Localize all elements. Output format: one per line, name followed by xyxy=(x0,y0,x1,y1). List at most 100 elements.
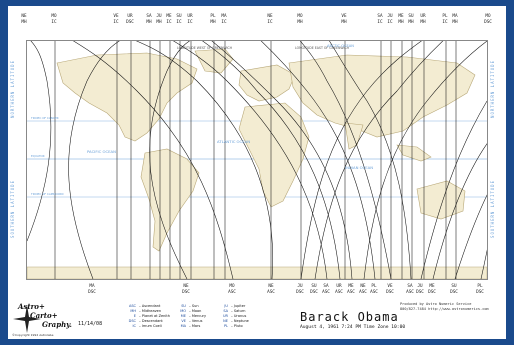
legend-abbreviation: UR xyxy=(223,314,228,318)
top-line-label: MA IC xyxy=(221,14,227,25)
right-south-label: SOUTHERN LATITUDE xyxy=(490,180,495,238)
legend-entry: ASC – Ascendant xyxy=(126,304,170,309)
legend-meaning: Neptune xyxy=(233,319,249,323)
legend-meaning: Descendant xyxy=(141,319,163,323)
pacific-ocean-label: PACIFIC OCEAN xyxy=(87,149,116,154)
legend-meaning: Midheaven xyxy=(141,309,162,313)
top-line-label: UR DSC xyxy=(126,14,134,25)
logo-line-3: Graphy. xyxy=(42,320,72,329)
bottom-line-label: SU DSC xyxy=(310,284,318,295)
logo-line-2: Carto+ xyxy=(30,311,58,320)
producer-credit: Produced by Astro Numeric Service 800/82… xyxy=(400,302,489,312)
africa-landmass xyxy=(238,102,310,208)
legend-meaning: Moon xyxy=(191,309,202,313)
antarctica-landmass xyxy=(27,266,487,279)
legend-meaning: Imum Coeli xyxy=(141,324,162,328)
legend-entry: SU – Sun xyxy=(176,304,206,309)
world-map-svg: LONGITUDE WEST OF GREENWICH LONGITUDE EA… xyxy=(27,41,487,279)
left-south-label: SOUTHERN LATITUDE xyxy=(10,180,15,238)
legend-entry: VE – Venus xyxy=(176,319,206,324)
europe-landmass xyxy=(238,64,296,102)
legend-abbreviation: PL xyxy=(223,324,228,328)
top-line-label: ME MH xyxy=(398,14,404,25)
legend-abbreviation: MO xyxy=(180,309,186,313)
bottom-line-label: UR ASC xyxy=(335,284,343,295)
bottom-line-label: ME ASC xyxy=(347,284,355,295)
bottom-line-label: JU DSC xyxy=(416,284,424,295)
india-landmass xyxy=(344,122,364,150)
left-latitude-scale: NORTHERN LATITUDE SOUTHERN LATITUDE xyxy=(10,40,24,278)
legend-abbreviation: ME xyxy=(180,314,186,318)
top-line-label: VE IC xyxy=(113,14,119,25)
logo-line-1: Astro+ xyxy=(18,302,45,311)
bottom-line-label: ME DSC xyxy=(428,284,436,295)
legend-meaning: Sun xyxy=(191,304,199,308)
north-america-landmass xyxy=(56,52,198,142)
legend-abbreviation: MA xyxy=(180,324,186,328)
bottom-line-label: VE DSC xyxy=(386,284,394,295)
equator-label: EQUATOR xyxy=(31,154,45,158)
legend-abbreviation: E xyxy=(133,314,136,318)
chart-footer: Astro+ Carto+ Graphy. 11/14/08 ©Copyrigh… xyxy=(8,300,506,339)
legend-abbreviation: SU xyxy=(181,304,186,308)
right-north-label: NORTHERN LATITUDE xyxy=(490,60,495,118)
chart-date: 11/14/08 xyxy=(78,321,103,327)
legend-abbreviation: SA xyxy=(223,309,228,313)
legend-entry: DSC – Descendant xyxy=(126,319,170,324)
legend-angles: ASC – Ascendant MH – Midheaven E – Planet at … xyxy=(126,304,170,329)
tropic-capricorn-label: TROPIC OF CAPRICORN xyxy=(30,192,63,196)
top-line-label: NE MH xyxy=(21,14,27,25)
legend-abbreviation: DSC xyxy=(128,319,136,323)
top-line-label: PL IC xyxy=(442,14,448,25)
astrocartography-logo: Astro+ Carto+ Graphy. 11/14/08 xyxy=(12,302,108,336)
legend-abbreviation: MH xyxy=(130,309,136,313)
top-line-labels: NE MH MO IC VE IC UR DSC SA MH JU MH ME IC SU I… xyxy=(8,14,506,40)
producer-credit-line-1: Produced by Astro Numeric Service xyxy=(400,302,472,306)
legend-entry: MO – Moon xyxy=(176,309,206,314)
chart-subject-name: Barack Obama xyxy=(300,310,399,324)
world-map[interactable]: LONGITUDE WEST OF GREENWICH LONGITUDE EA… xyxy=(26,40,488,280)
top-line-label: NE IC xyxy=(267,14,273,25)
planetary-lines xyxy=(27,41,487,279)
legend-entry: IC – Imum Coeli xyxy=(126,324,170,329)
bottom-line-label: PL ASC xyxy=(370,284,378,295)
legend-meaning: Mercury xyxy=(191,314,207,318)
legend-planets-1: SU – Sun MO – Moon ME – Mercury VE – Venus MA – M… xyxy=(176,304,206,329)
top-line-label: SU MH xyxy=(408,14,414,25)
bottom-line-label: NE DSC xyxy=(182,284,190,295)
legend-meaning: Uranus xyxy=(233,314,247,318)
top-line-label: MO MH xyxy=(297,14,303,25)
longitude-west-label: LONGITUDE WEST OF GREENWICH xyxy=(177,46,233,50)
top-line-label: PL MH xyxy=(210,14,216,25)
arctic-ocean-label: ARCTIC OCEAN xyxy=(327,44,354,48)
compass-star-icon xyxy=(13,305,41,333)
legend-meaning: Ascendant xyxy=(141,304,161,308)
top-line-label: ME IC xyxy=(166,14,172,25)
continents xyxy=(27,48,487,279)
legend-meaning: Venus xyxy=(191,319,203,323)
right-latitude-scale: NORTHERN LATITUDE SOUTHERN LATITUDE xyxy=(490,40,504,278)
top-line-label: SA MH xyxy=(146,14,152,25)
producer-credit-line-2: 800/827-7484 http://www.astronumerics.co… xyxy=(400,307,489,311)
legend-abbreviation: ASC xyxy=(128,304,136,308)
top-line-label: MO IC xyxy=(51,14,57,25)
legend-entry: JU – Jupiter xyxy=(218,304,249,309)
top-line-label: UR IC xyxy=(187,14,193,25)
legend-entry: E – Planet at Zenith xyxy=(126,314,170,319)
top-line-label: VE MH xyxy=(341,14,347,25)
legend-abbreviation: VE xyxy=(181,319,186,323)
bottom-line-label: PL DSC xyxy=(476,284,484,295)
asia-landmass xyxy=(288,54,476,138)
tropic-cancer-label: TROPIC OF CANCER xyxy=(30,116,59,120)
legend-meaning: Jupiter xyxy=(233,304,246,308)
top-line-label: JU MH xyxy=(156,14,162,25)
legend-abbreviation: IC xyxy=(132,324,136,328)
top-line-label: SA IC xyxy=(377,14,383,25)
bottom-line-label: MA DSC xyxy=(88,284,96,295)
legend-entry: NE – Neptune xyxy=(218,319,249,324)
top-line-label: MA MH xyxy=(452,14,458,25)
top-line-label: JU IC xyxy=(387,14,393,25)
legend-meaning: Planet at Zenith xyxy=(141,314,170,318)
legend-entry: SA – Saturn xyxy=(218,309,249,314)
